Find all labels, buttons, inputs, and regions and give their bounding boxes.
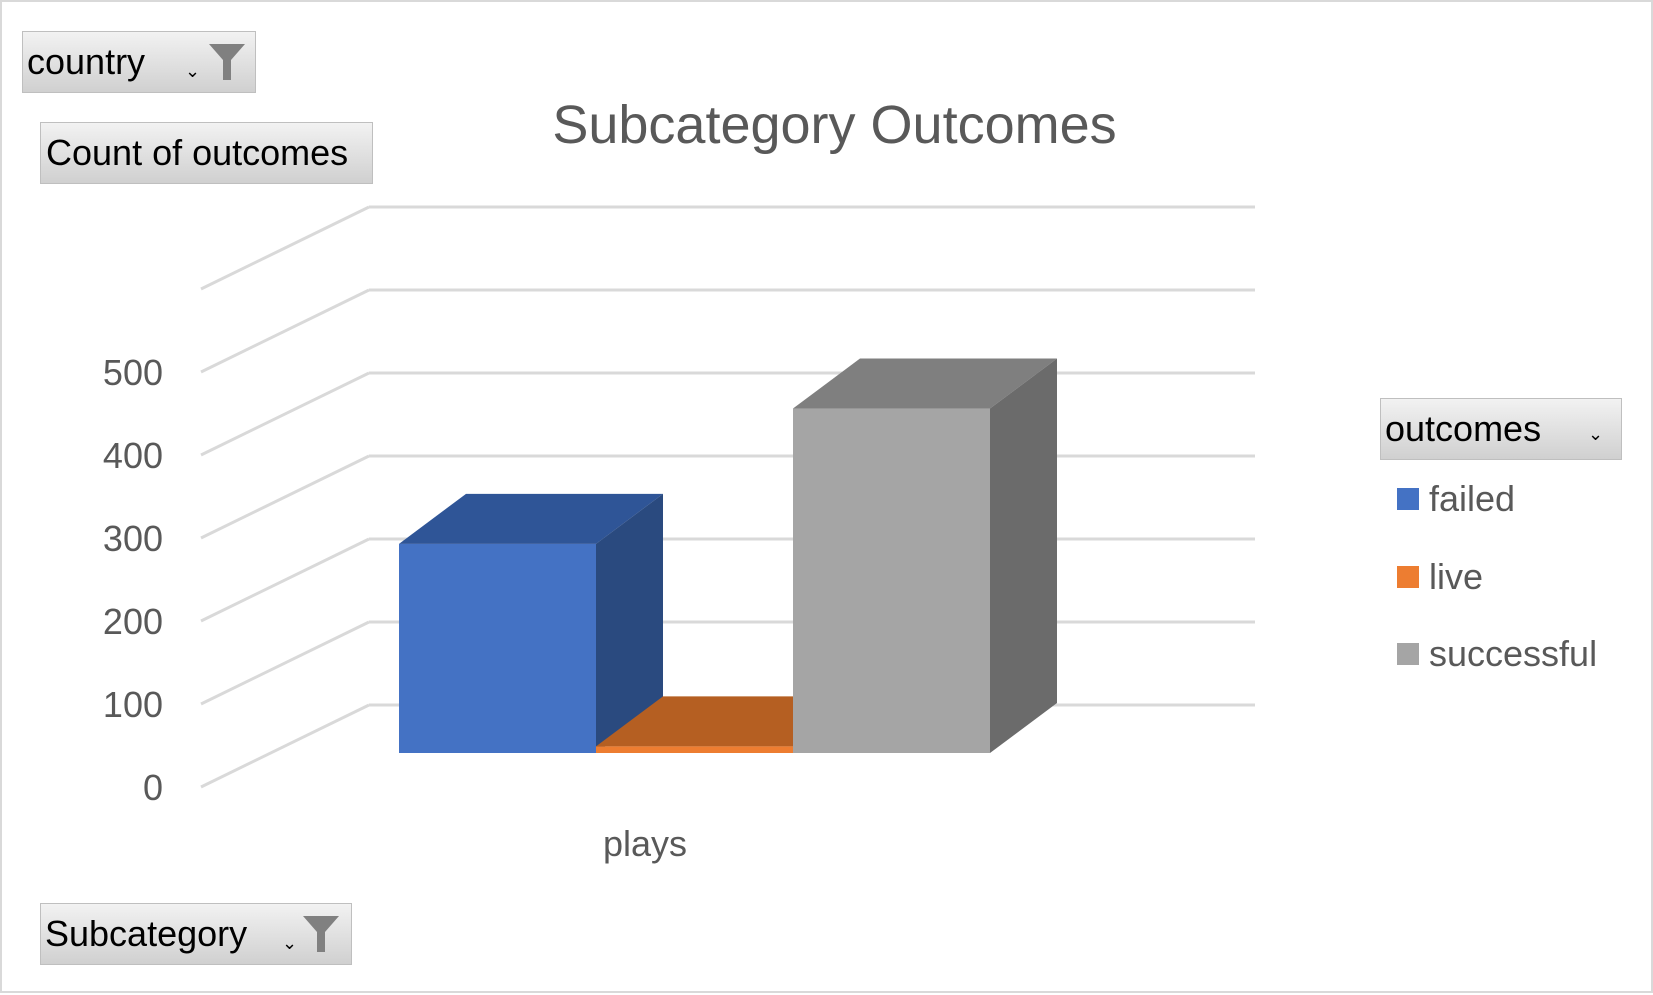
gridline-depth: [200, 703, 370, 789]
dropdown-arrow-icon[interactable]: ⌄: [282, 933, 298, 953]
chart-title-text: Subcategory Outcomes: [552, 95, 1117, 155]
legend-item-live[interactable]: live: [1397, 556, 1484, 597]
chart-title: Subcategory Outcomes: [2, 94, 1653, 156]
legend-item-successful[interactable]: successful: [1397, 633, 1598, 674]
gridline-depth: [200, 537, 370, 623]
country-filter-button[interactable]: country ⌄: [22, 31, 256, 93]
bar-failed: [399, 543, 596, 753]
country-filter-label: country: [27, 41, 146, 82]
gridline-depth: [200, 288, 370, 374]
bar-top-failed: [399, 493, 663, 544]
subcategory-filter-label: Subcategory: [45, 913, 248, 954]
bar-side-failed: [596, 493, 663, 753]
legend-label-live: live: [1429, 556, 1484, 597]
legend-swatch-live: [1397, 566, 1419, 588]
bar-successful: [793, 408, 990, 753]
y-tick-label: 300: [103, 518, 163, 559]
legend-label-successful: successful: [1429, 633, 1598, 674]
y-tick-label: 500: [103, 352, 163, 393]
gridline-depth: [200, 454, 370, 540]
legend-swatch-successful: [1397, 643, 1419, 665]
legend-field-label: outcomes: [1385, 408, 1542, 449]
gridline-depth: [200, 371, 370, 457]
dropdown-arrow-icon[interactable]: ⌄: [185, 61, 201, 81]
bar-side-successful: [990, 358, 1057, 753]
y-tick-label: 0: [143, 767, 163, 808]
gridline-depth: [200, 620, 370, 706]
y-tick-label: 200: [103, 601, 163, 642]
legend-label-failed: failed: [1429, 478, 1516, 519]
y-tick-label: 100: [103, 684, 163, 725]
bar-top-successful: [793, 358, 1057, 409]
subcategory-filter-button[interactable]: Subcategory ⌄: [40, 903, 352, 965]
dropdown-arrow-icon[interactable]: ⌄: [1588, 424, 1604, 444]
funnel-icon[interactable]: [207, 42, 247, 82]
gridline-depth: [200, 205, 370, 291]
legend-field-button[interactable]: outcomes ⌄: [1380, 398, 1622, 460]
value-field-button[interactable]: Count of outcomes: [40, 122, 373, 184]
bar-live: [596, 746, 793, 753]
legend-swatch-failed: [1397, 488, 1419, 510]
y-tick-label: 400: [103, 435, 163, 476]
legend-item-failed[interactable]: failed: [1397, 478, 1516, 519]
funnel-icon[interactable]: [301, 914, 341, 954]
value-field-label: Count of outcomes: [46, 132, 349, 173]
x-tick-label: plays: [603, 823, 687, 864]
